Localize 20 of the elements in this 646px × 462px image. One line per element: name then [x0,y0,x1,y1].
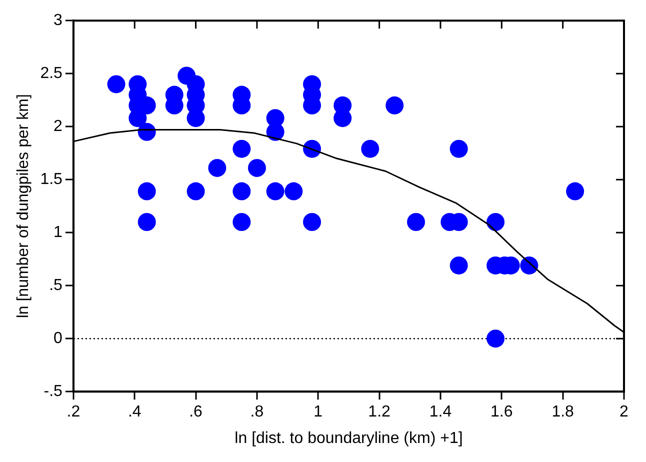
y-tick-label: 2.5 [40,65,63,82]
x-tick-label: .6 [189,404,203,421]
x-tick-label: 2 [620,404,629,421]
x-tick-label: .4 [128,404,142,421]
y-tick-label: 0 [54,330,63,348]
y-tick-label: .5 [49,277,63,294]
x-tick-label: 1 [314,404,323,421]
y-axis-title: ln [number of dungpiles per km] [15,94,32,318]
y-tick-label: 2 [54,118,63,136]
x-tick-label: .8 [250,404,264,421]
x-tick-label: .2 [66,404,80,421]
y-tick-label: 3 [54,12,63,30]
x-tick-label: 1.2 [368,404,391,421]
y-tick-label: -.5 [44,383,63,400]
y-tick-label: 1 [54,224,63,242]
y-tick-label: 1.5 [40,171,63,188]
x-tick-label: 1.4 [429,404,452,421]
x-tick-label: 1.6 [490,404,513,421]
x-tick-label: 1.8 [552,404,574,421]
x-axis-title: ln [dist. to boundaryline (km) +1] [234,430,463,447]
